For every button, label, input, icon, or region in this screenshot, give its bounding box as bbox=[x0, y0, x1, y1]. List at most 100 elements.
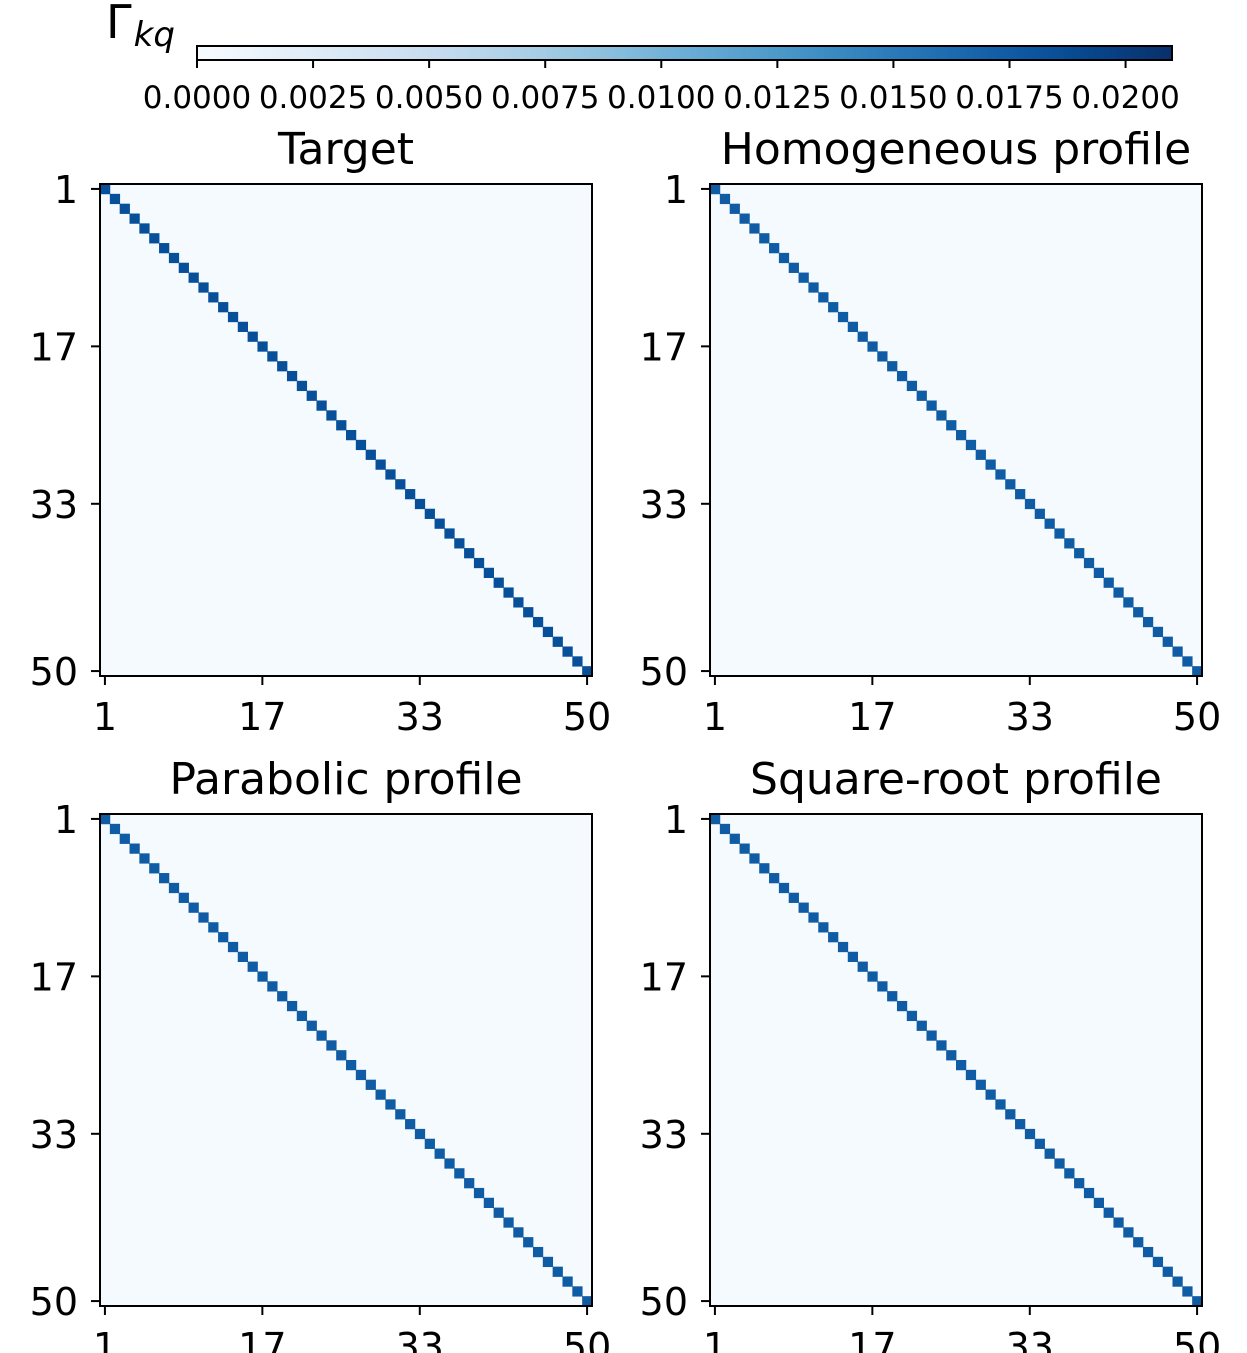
colorbar-tick-label: 0.0175 bbox=[955, 80, 1063, 116]
colorbar-tick-label: 0.0025 bbox=[259, 80, 367, 116]
heatmap-diagonal-cell bbox=[916, 390, 927, 401]
heatmap-diagonal-cell bbox=[208, 922, 219, 933]
x-tick-label: 1 bbox=[703, 695, 727, 739]
heatmap-diagonal-cell bbox=[936, 1040, 947, 1051]
heatmap-diagonal-cell bbox=[257, 341, 268, 352]
heatmap-diagonal-cell bbox=[887, 991, 898, 1002]
heatmap-diagonal-cell bbox=[355, 439, 367, 451]
heatmap-panel: Parabolic profile 1 17 33 50 1 17 33 50 bbox=[30, 754, 612, 1353]
heatmap-diagonal-cell bbox=[532, 616, 544, 628]
y-tick-label: 17 bbox=[640, 955, 688, 999]
colorbar: 0.0000 0.0025 0.0050 0.0075 0.0100 0.0125 0.01… bbox=[106, 0, 1180, 116]
x-tick-label: 17 bbox=[238, 695, 286, 739]
heatmap-diagonal-cell bbox=[414, 498, 426, 510]
heatmap-diagonal-cell bbox=[995, 469, 1006, 480]
heatmap-diagonal-cell bbox=[956, 1060, 967, 1071]
heatmap-diagonal-cell bbox=[552, 1266, 563, 1277]
heatmap-diagonal-cell bbox=[562, 646, 573, 657]
heatmap-diagonal-cell bbox=[1142, 616, 1154, 628]
heatmap-diagonal-cell bbox=[1113, 1217, 1124, 1228]
heatmap-diagonal-cell bbox=[483, 567, 494, 578]
heatmap-diagonal-cell bbox=[1044, 518, 1055, 529]
heatmap-diagonal-cell bbox=[828, 932, 839, 943]
heatmap-diagonal-cell bbox=[188, 272, 199, 283]
x-tick-label: 33 bbox=[1006, 695, 1054, 739]
heatmap-diagonal-cell bbox=[916, 1020, 927, 1031]
heatmap-diagonal-cell bbox=[778, 882, 790, 894]
heatmap-diagonal-cell bbox=[1015, 1119, 1026, 1130]
heatmap-diagonal-cell bbox=[582, 666, 593, 677]
heatmap-panel: Square-root profile 1 17 33 50 1 17 33 50 bbox=[640, 754, 1222, 1353]
heatmap-diagonal-cell bbox=[1182, 656, 1193, 667]
heatmap-diagonal-cell bbox=[926, 400, 937, 411]
heatmap-diagonal-cell bbox=[1024, 498, 1036, 510]
heatmap-diagonal-cell bbox=[1083, 1187, 1095, 1199]
heatmap-diagonal-cell bbox=[739, 213, 750, 224]
heatmap-diagonal-cell bbox=[493, 1207, 504, 1218]
heatmap-diagonal-cell bbox=[464, 1178, 475, 1189]
colorbar-tick-label: 0.0200 bbox=[1071, 80, 1179, 116]
heatmap-diagonal-cell bbox=[1162, 636, 1173, 647]
heatmap-diagonal-cell bbox=[936, 410, 947, 421]
x-tick-label: 17 bbox=[848, 695, 896, 739]
x-tick-label: 33 bbox=[396, 1325, 444, 1353]
heatmap-diagonal-cell bbox=[159, 873, 170, 884]
x-tick-label: 50 bbox=[1173, 1325, 1221, 1353]
heatmap-diagonal-cell bbox=[837, 311, 849, 323]
heatmap-frame bbox=[709, 813, 1203, 1307]
heatmap-diagonal-cell bbox=[542, 1256, 554, 1268]
heatmap-diagonal-cell bbox=[1133, 1237, 1144, 1248]
heatmap-diagonal-cell bbox=[129, 213, 140, 224]
heatmap-diagonal-cell bbox=[277, 361, 288, 372]
heatmap-diagonal-cell bbox=[286, 370, 298, 382]
y-tick-label: 17 bbox=[30, 955, 78, 999]
heatmap-diagonal-cell bbox=[464, 548, 475, 559]
heatmap-diagonal-cell bbox=[405, 489, 416, 500]
heatmap-diagonal-cell bbox=[739, 843, 750, 854]
heatmap-diagonal-cell bbox=[365, 449, 376, 460]
x-tick-label: 1 bbox=[93, 695, 117, 739]
heatmap-diagonal-cell bbox=[582, 1296, 593, 1307]
heatmap-diagonal-cell bbox=[129, 843, 140, 854]
heatmap-diagonal-cell bbox=[208, 292, 219, 303]
heatmap-diagonal-cell bbox=[542, 626, 554, 638]
heatmap-diagonal-cell bbox=[1093, 1197, 1104, 1208]
heatmap-diagonal-cell bbox=[1123, 597, 1134, 608]
heatmap-diagonal-cell bbox=[906, 380, 918, 392]
heatmap-diagonal-cell bbox=[513, 1227, 524, 1238]
heatmap-diagonal-cell bbox=[956, 430, 967, 441]
heatmap-diagonal-cell bbox=[316, 1030, 327, 1041]
y-tick-label: 1 bbox=[54, 798, 78, 842]
heatmap-diagonal-cell bbox=[198, 282, 209, 293]
colorbar-tick-label: 0.0150 bbox=[839, 80, 947, 116]
heatmap-diagonal-cell bbox=[493, 577, 504, 588]
heatmap-diagonal-cell bbox=[719, 193, 731, 205]
heatmap-diagonal-cell bbox=[877, 981, 888, 992]
heatmap-diagonal-cell bbox=[1005, 479, 1016, 490]
y-tick-label: 50 bbox=[640, 650, 688, 694]
heatmap-diagonal-cell bbox=[296, 1010, 308, 1022]
heatmap-diagonal-cell bbox=[719, 823, 731, 835]
heatmap-diagonal-cell bbox=[1192, 666, 1203, 677]
heatmap-diagonal-cell bbox=[710, 814, 721, 825]
heatmap-diagonal-cell bbox=[414, 1128, 426, 1140]
heatmap-diagonal-cell bbox=[729, 203, 740, 214]
y-tick-label: 33 bbox=[640, 1113, 688, 1157]
heatmap-diagonal-cell bbox=[109, 193, 121, 205]
x-tick-label: 50 bbox=[1173, 695, 1221, 739]
heatmap-diagonal-cell bbox=[218, 302, 229, 313]
heatmap-diagonal-cell bbox=[257, 971, 268, 982]
heatmap-diagonal-cell bbox=[975, 1079, 986, 1090]
heatmap-diagonal-cell bbox=[267, 981, 278, 992]
heatmap-diagonal-cell bbox=[1083, 557, 1095, 569]
heatmap-diagonal-cell bbox=[1024, 1128, 1036, 1140]
heatmap-diagonal-cell bbox=[867, 341, 878, 352]
colorbar-tick-label: 0.0000 bbox=[143, 80, 251, 116]
heatmap-diagonal-cell bbox=[1074, 548, 1085, 559]
heatmap-diagonal-cell bbox=[532, 1246, 544, 1258]
heatmap-diagonal-cell bbox=[985, 1089, 996, 1100]
heatmap-diagonal-cell bbox=[1162, 1266, 1173, 1277]
heatmap-diagonal-cell bbox=[454, 1168, 465, 1179]
heatmap-diagonal-cell bbox=[837, 941, 849, 953]
heatmap-diagonal-cell bbox=[828, 302, 839, 313]
